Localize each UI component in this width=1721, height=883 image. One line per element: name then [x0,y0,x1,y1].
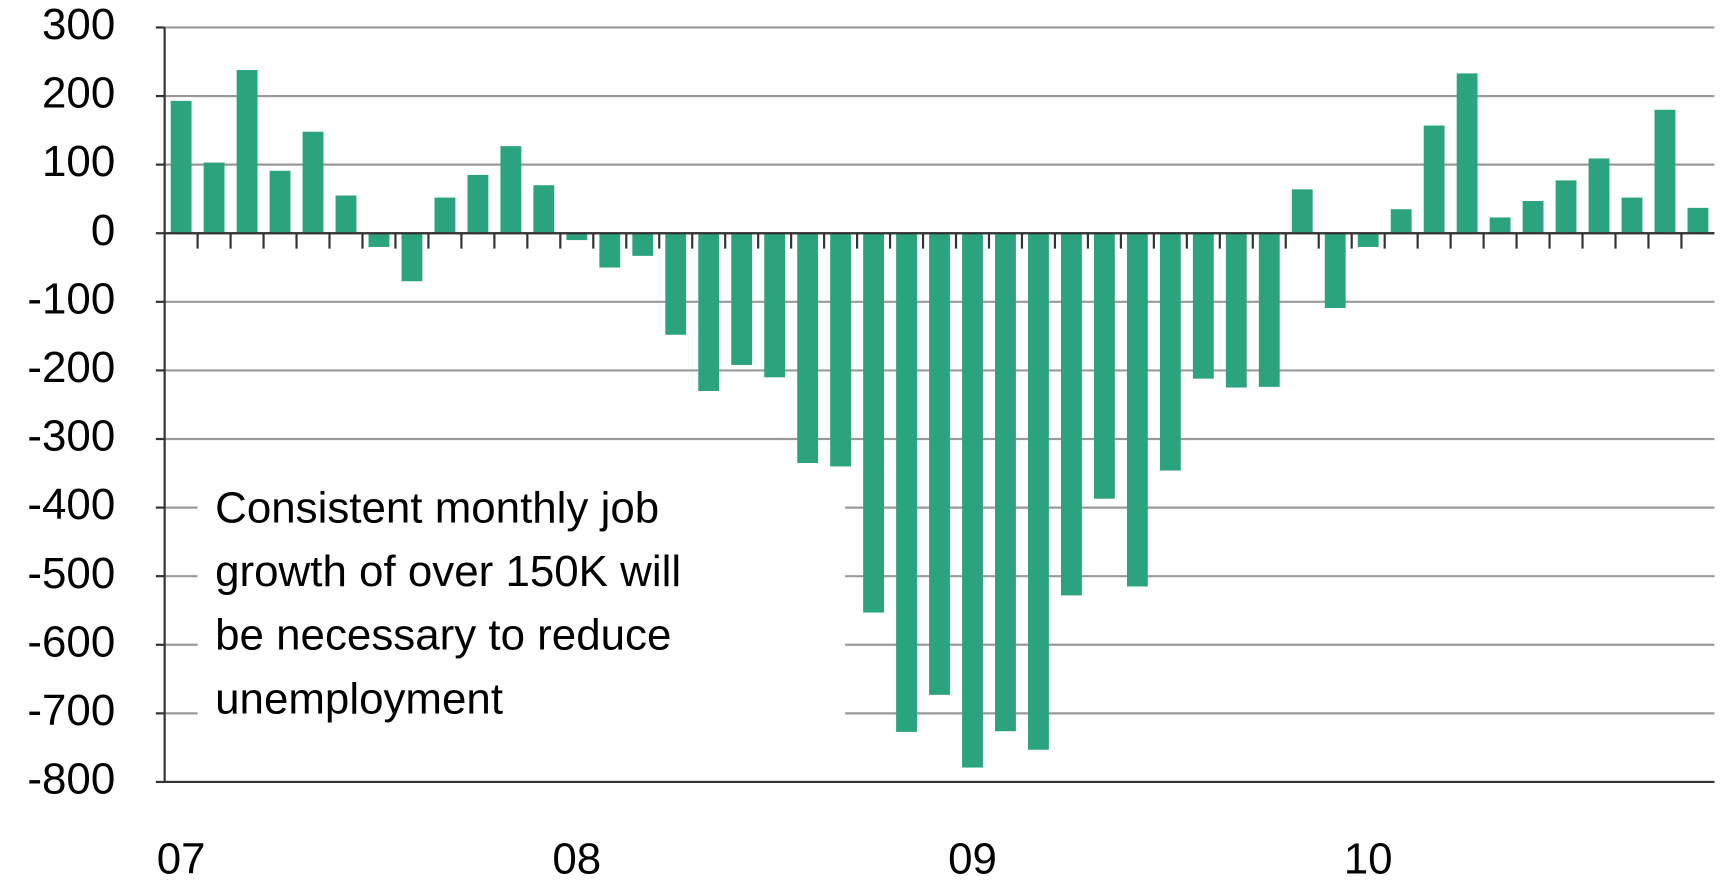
bar [1093,233,1115,499]
bar [170,100,192,234]
bar [1489,217,1511,234]
bar [995,233,1016,732]
bar [1291,189,1313,234]
bar [599,233,621,268]
bar [533,185,555,234]
bar [236,69,258,234]
x-tick-label: 09 [948,835,997,883]
bar [1687,207,1709,234]
bar [302,131,324,234]
bar [1126,233,1148,587]
y-tick-label: 100 [42,137,115,186]
bar [1357,233,1379,247]
x-tick-label: 08 [552,835,601,883]
bar [368,233,390,247]
annotation: Consistent monthly job [215,483,659,532]
bar [1324,233,1346,308]
bar [1225,233,1247,388]
bar [1555,180,1577,234]
bar [731,233,753,365]
y-tick-label: 0 [91,206,115,255]
bar [962,233,983,768]
bar [1258,233,1280,387]
bar [401,233,423,282]
y-tick-label: -800 [27,755,115,804]
bar [929,233,950,695]
bar [434,197,456,234]
y-tick-label: -400 [27,480,115,529]
bar [764,233,786,378]
bar [1588,158,1610,234]
y-tick-label: -500 [27,549,115,598]
bar [1456,73,1478,234]
bar [1654,109,1676,234]
bar [1159,233,1181,471]
annotation: unemployment [215,674,503,723]
bar [203,162,225,234]
bar [1522,200,1544,234]
bar [830,233,852,467]
bar [797,233,819,464]
bar [632,233,654,256]
bar [863,233,885,613]
bar [1060,233,1082,596]
bar [1390,209,1412,234]
bar [269,170,291,234]
x-tick-label: 10 [1344,835,1393,883]
bar [335,195,357,234]
bar [698,233,720,391]
bar [1423,125,1445,234]
y-tick-label: -200 [27,343,115,392]
annotation-box [197,474,846,739]
y-tick-label: -600 [27,617,115,666]
bar [1621,197,1643,234]
y-tick-label: -700 [27,686,115,735]
y-tick-label: -300 [27,412,115,461]
y-tick-label: 200 [42,69,115,118]
bar [665,233,687,335]
x-tick-label: 07 [157,835,206,883]
bar [1028,233,1049,750]
bar [1192,233,1214,379]
bar [467,174,489,234]
annotation: be necessary to reduce [215,611,671,660]
bar [566,233,588,241]
bar [500,146,522,234]
annotation: growth of over 150K will [215,547,681,596]
y-tick-label: -100 [27,274,115,323]
y-tick-label: 300 [42,0,115,49]
bar [896,233,917,732]
